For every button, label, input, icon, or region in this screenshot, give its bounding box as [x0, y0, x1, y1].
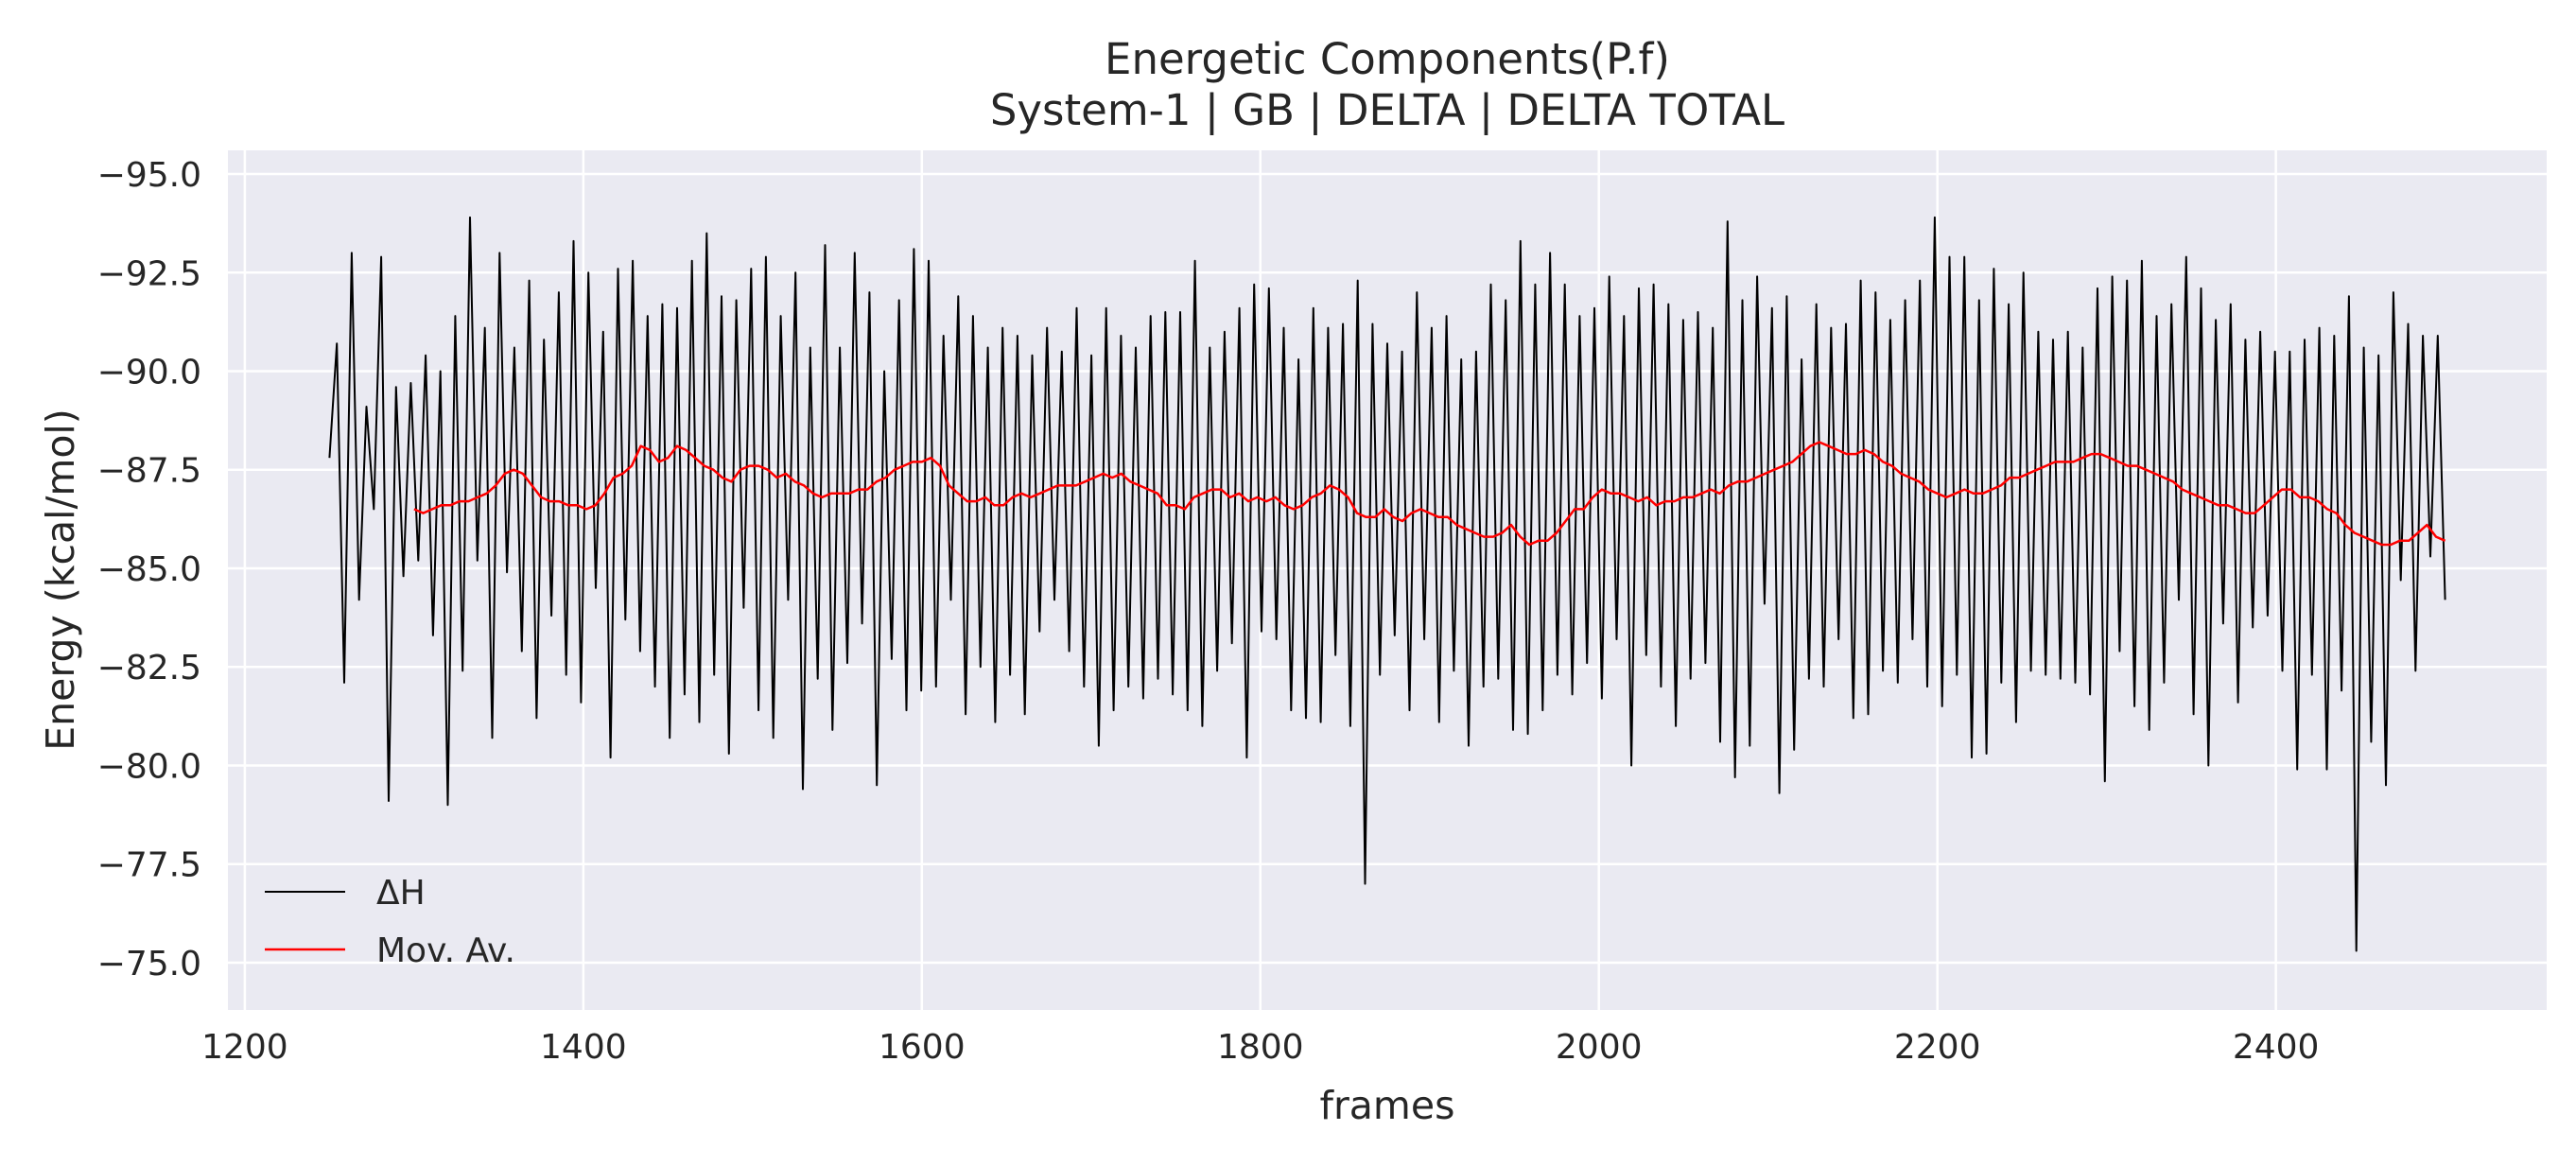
- y-tick-label: −95.0: [97, 156, 201, 195]
- series-line-mov-av: [413, 441, 2446, 547]
- legend-label-delta-h: ΔH: [376, 874, 426, 913]
- x-tick-label: 2200: [1894, 1028, 1981, 1067]
- plot-background: [228, 150, 2547, 1010]
- y-tick-label: −77.5: [97, 846, 201, 885]
- chart-title: Energetic Components(P.f): [1105, 34, 1670, 84]
- x-tick-label: 2000: [1556, 1028, 1643, 1067]
- y-tick-label: −80.0: [97, 747, 201, 786]
- x-tick-label: 2400: [2233, 1028, 2320, 1067]
- x-tick-label: 1600: [879, 1028, 966, 1067]
- x-tick-label: 1200: [201, 1028, 288, 1067]
- y-tick-label: −92.5: [97, 254, 201, 293]
- y-axis-label: Energy (kcal/mol): [38, 409, 83, 751]
- y-tick-label: −87.5: [97, 452, 201, 491]
- y-tick-label: −85.0: [97, 550, 201, 589]
- y-tick-label: −82.5: [97, 649, 201, 687]
- legend: ΔH Mov. Av.: [265, 874, 515, 970]
- chart-subtitle: System-1 | GB | DELTA | DELTA TOTAL: [990, 85, 1784, 135]
- y-tick-label: −90.0: [97, 354, 201, 392]
- x-tick-labels: 1200 1400 1600 1800 2000 2200 2400: [201, 1028, 2319, 1067]
- series-line-delta-h: [328, 216, 2446, 952]
- x-tick-label: 1800: [1217, 1028, 1304, 1067]
- series-layer: [328, 216, 2446, 952]
- y-tick-label: −75.0: [97, 945, 201, 983]
- x-tick-label: 1400: [540, 1028, 627, 1067]
- legend-label-mov-av: Mov. Av.: [376, 931, 515, 970]
- y-tick-labels: −95.0 −92.5 −90.0 −87.5 −85.0 −82.5 −80.0 −77.5…: [97, 156, 201, 983]
- x-axis-label: frames: [1320, 1083, 1455, 1128]
